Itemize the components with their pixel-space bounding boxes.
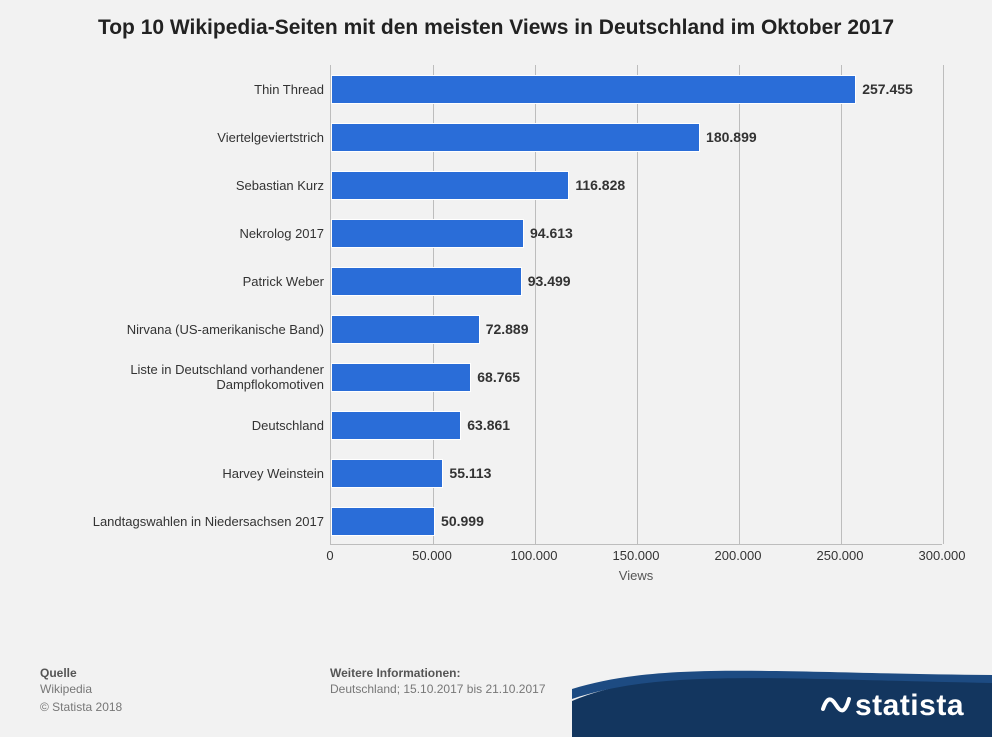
x-axis-label: Views [619,568,653,583]
info-label: Weitere Informationen: [330,666,546,680]
bar [331,411,461,440]
bar [331,315,480,344]
bar-value-label: 72.889 [486,321,529,337]
statista-logo: statista [821,689,964,723]
footer: Quelle Wikipedia © Statista 2018 Weitere… [0,652,992,737]
y-category-label: Deutschland [34,401,324,449]
bar [331,219,524,248]
bar-row: 257.455 [331,75,942,104]
x-tick-label: 50.000 [412,548,452,563]
bar-value-label: 180.899 [706,129,757,145]
chart-title: Top 10 Wikipedia-Seiten mit den meisten … [0,0,992,45]
info-text: Deutschland; 15.10.2017 bis 21.10.2017 [330,680,546,698]
chart-container: Top 10 Wikipedia-Seiten mit den meisten … [0,0,992,737]
bar [331,123,700,152]
bar-value-label: 93.499 [528,273,571,289]
bar-value-label: 50.999 [441,513,484,529]
y-category-label: Viertelgeviertstrich [34,113,324,161]
bar-row: 68.765 [331,363,942,392]
bar [331,75,856,104]
bar-row: 116.828 [331,171,942,200]
bar [331,459,443,488]
x-tick-label: 150.000 [613,548,660,563]
y-category-label: Patrick Weber [34,257,324,305]
bar [331,507,435,536]
chart-area: 257.455 180.899 116.828 94.613 93.499 72.889 6… [30,55,962,595]
bar-row: 180.899 [331,123,942,152]
bar [331,267,522,296]
bar-row: 94.613 [331,219,942,248]
logo-wave-icon [821,689,851,723]
source-text: Wikipedia [40,680,122,698]
x-tick-label: 250.000 [817,548,864,563]
y-category-label: Landtagswahlen in Niedersachsen 2017 [34,497,324,545]
bar-value-label: 257.455 [862,81,913,97]
y-category-label: Sebastian Kurz [34,161,324,209]
x-tick-label: 100.000 [511,548,558,563]
gridline [943,65,944,544]
x-tick-label: 300.000 [919,548,966,563]
x-tick-label: 0 [326,548,333,563]
bar-row: 55.113 [331,459,942,488]
y-category-label: Liste in Deutschland vorhandener Dampflo… [34,353,324,401]
y-category-label: Thin Thread [34,65,324,113]
bar-value-label: 94.613 [530,225,573,241]
footer-source: Quelle Wikipedia © Statista 2018 [40,666,122,716]
bar-row: 63.861 [331,411,942,440]
y-category-label: Nirvana (US-amerikanische Band) [34,305,324,353]
bar-value-label: 55.113 [449,465,491,481]
bar-value-label: 63.861 [467,417,510,433]
bar-value-label: 116.828 [575,177,625,193]
logo-text: statista [855,689,964,723]
bar-row: 72.889 [331,315,942,344]
x-tick-label: 200.000 [715,548,762,563]
bar [331,171,569,200]
footer-info: Weitere Informationen: Deutschland; 15.1… [330,666,546,698]
y-category-label: Harvey Weinstein [34,449,324,497]
bar-row: 50.999 [331,507,942,536]
bar-value-label: 68.765 [477,369,520,385]
copyright-text: © Statista 2018 [40,698,122,716]
bar [331,363,471,392]
plot-region: 257.455 180.899 116.828 94.613 93.499 72.889 6… [330,65,942,545]
y-category-label: Nekrolog 2017 [34,209,324,257]
bar-row: 93.499 [331,267,942,296]
source-label: Quelle [40,666,122,680]
